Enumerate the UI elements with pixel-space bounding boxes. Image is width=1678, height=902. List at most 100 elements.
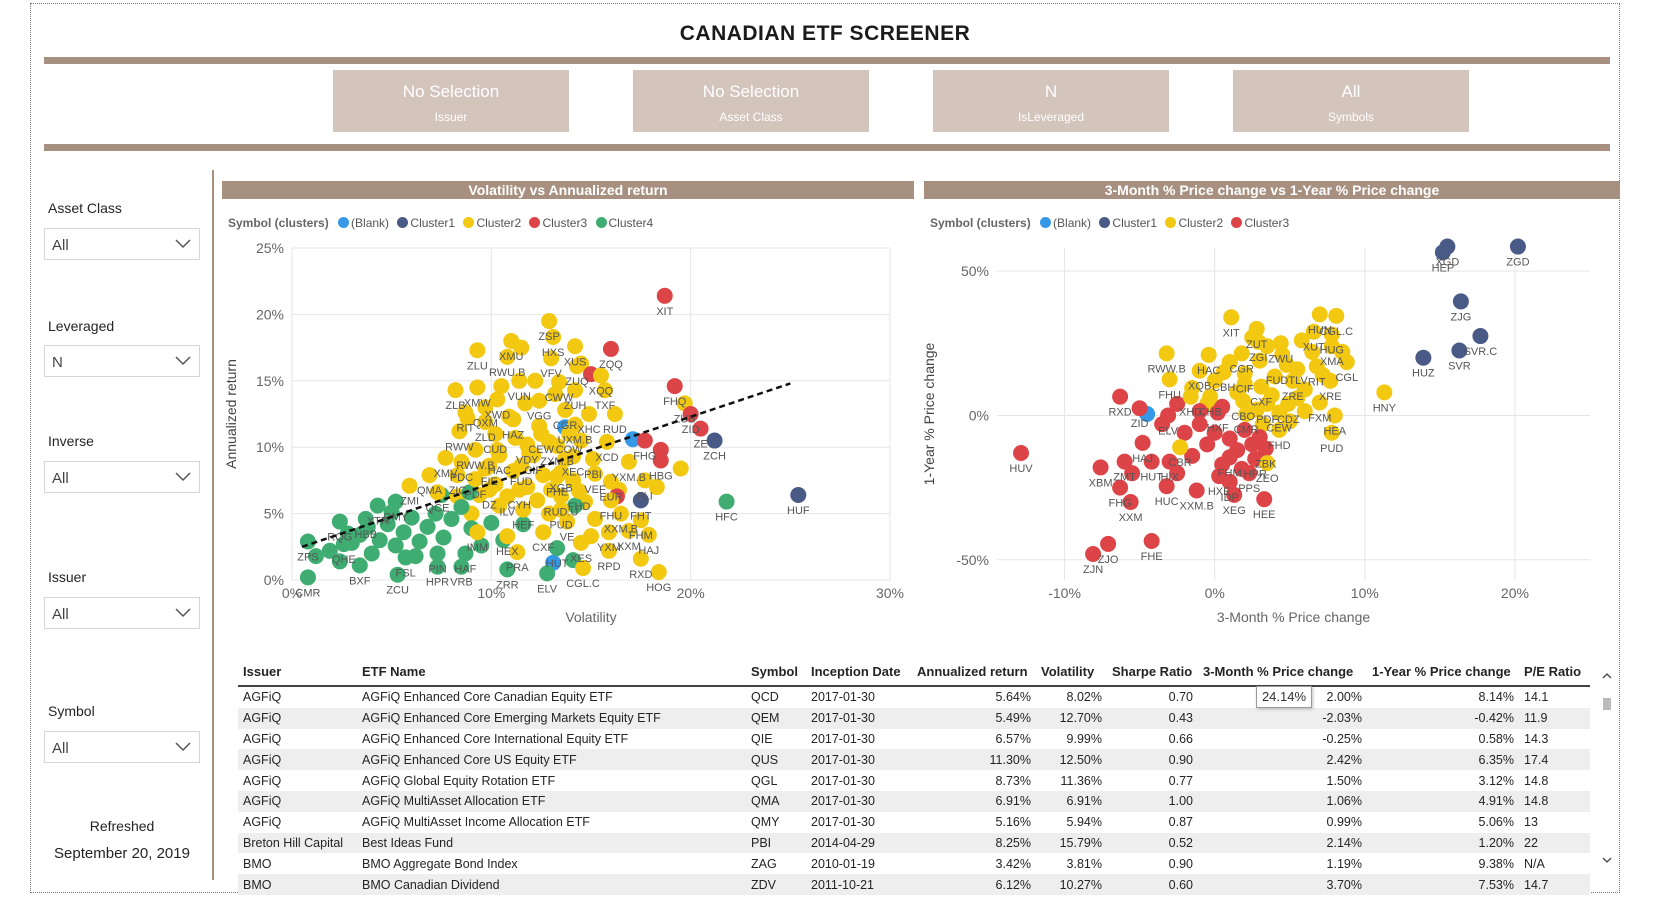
scatter-point-zlb [447, 382, 464, 399]
table-cell: 11.30% [989, 752, 1031, 767]
table-cell: 8.73% [995, 773, 1031, 788]
card-issuer[interactable]: No Selection Issuer [333, 70, 569, 132]
asset-class-dropdown[interactable]: All [44, 228, 200, 260]
scatter-point-xqb [1191, 362, 1208, 379]
scatter-point-qxm [477, 399, 494, 416]
column-header[interactable]: P/E Ratio [1519, 657, 1590, 687]
table-scrollbar[interactable] [1600, 670, 1614, 870]
symbol-dropdown[interactable]: All [44, 731, 200, 763]
scatter-point-xwd [489, 391, 506, 408]
scatter-point-cww [551, 374, 568, 391]
legend-blank: (Blank) [1040, 216, 1091, 230]
scatter-point-xmw [469, 379, 486, 396]
chevron-down-icon [175, 472, 191, 482]
scatter-point-zxm-b [549, 437, 566, 454]
point-label: XMW [464, 397, 492, 409]
table-cell: 14.3 [1524, 731, 1549, 746]
scatter-point-bxf [351, 557, 368, 574]
table-row[interactable]: AGFiQ AGFiQ Global Equity Rotation ETF QGL… [238, 770, 1590, 791]
scatter-point [1296, 403, 1313, 420]
y-tick-label: 20% [256, 306, 284, 322]
scatter-point [567, 497, 584, 514]
point-label: FHQ [663, 396, 687, 408]
scatter-point-xmv [437, 449, 454, 466]
scatter-point-hun [1311, 306, 1328, 323]
scatter-point-hee [1256, 491, 1273, 508]
column-header[interactable]: Volatility [1036, 657, 1107, 687]
table-row[interactable]: AGFiQ AGFiQ MultiAsset Allocation ETF QMA 2… [238, 790, 1590, 812]
etf-table: Issuer ETF Name Symbol Inception Date Annual… [238, 657, 1590, 895]
table-cell: 0.77 [1168, 773, 1193, 788]
scatter-point [427, 505, 444, 522]
scatter-point [517, 395, 534, 412]
scatter-point-haf [457, 545, 474, 562]
column-header[interactable]: Sharpe Ratio [1107, 657, 1198, 687]
table-cell: AGFiQ [243, 773, 282, 788]
point-label: HFC [715, 512, 738, 524]
table-cell: 0.90 [1168, 856, 1193, 871]
scatter-point-zeo [1259, 455, 1276, 472]
column-header[interactable]: Issuer [238, 657, 357, 687]
table-row[interactable]: AGFiQ AGFiQ Enhanced Core International E… [238, 729, 1590, 750]
scatter-point-zuq [569, 358, 586, 375]
scatter-point-rxd [632, 550, 649, 567]
table-row[interactable]: AGFiQ AGFiQ Enhanced Core US Equity ETF QU… [238, 749, 1590, 771]
scatter-point [371, 532, 388, 549]
scatter-point-cgl-c [1328, 307, 1345, 324]
point-label: FHE [1141, 551, 1163, 563]
point-label: HUC [1155, 496, 1179, 508]
inverse-dropdown[interactable]: All [44, 461, 200, 493]
table-row[interactable]: BMO BMO Canadian Dividend ZDV 2011-10-21 6.1… [238, 874, 1590, 895]
table-row[interactable]: BMO BMO Aggregate Bond Index ZAG 2010-01-19… [238, 853, 1590, 874]
point-label: CBO [1231, 411, 1255, 423]
scatter-point [1266, 368, 1283, 385]
point-label: HUN [1308, 324, 1332, 336]
table-cell: BMO [243, 856, 272, 871]
table-row[interactable]: AGFiQ AGFiQ Enhanced Core Canadian Equity… [238, 686, 1590, 708]
scatter-point-fhm [632, 512, 649, 529]
slicer-divider [212, 170, 214, 880]
card-symbols[interactable]: All Symbols [1233, 70, 1469, 132]
point-label: PUD [1320, 443, 1343, 455]
card-asset-class[interactable]: No Selection Asset Class [633, 70, 869, 132]
scatter-point [387, 537, 404, 554]
card-is-leveraged[interactable]: N IsLeveraged [933, 70, 1169, 132]
column-header[interactable]: 1-Year % Price change [1367, 657, 1519, 687]
scatter-point-fhd [571, 483, 588, 500]
leveraged-dropdown[interactable]: N [44, 345, 200, 377]
point-label: SVR [1448, 360, 1471, 372]
scroll-up-icon [1602, 673, 1612, 679]
point-label: QHE [332, 554, 356, 566]
scatter-point [1236, 421, 1253, 438]
scatter-point [1176, 424, 1193, 441]
point-label: VDY [516, 455, 539, 467]
scatter-point-eur [602, 473, 619, 490]
point-label: XXM.B [604, 524, 638, 536]
column-header[interactable]: 3-Month % Price change [1198, 657, 1367, 687]
point-label: ZGI [1249, 352, 1267, 364]
table-row[interactable]: Breton Hill Capital Best Ideas Fund PBI 201… [238, 832, 1590, 854]
scatter-point-xus [567, 338, 584, 355]
scatter-point-zjg [1452, 293, 1469, 310]
table-row[interactable]: AGFiQ AGFiQ MultiAsset Income Allocation … [238, 812, 1590, 833]
scatter-point-huz [1415, 349, 1432, 366]
table-cell: 2010-01-19 [811, 856, 875, 871]
table-row[interactable]: AGFiQ AGFiQ Enhanced Core Emerging Market… [238, 707, 1590, 729]
scatter-point-hbg [652, 452, 669, 469]
column-header[interactable]: Annualized return [912, 657, 1036, 687]
y-tick-label: 15% [256, 373, 284, 389]
point-label: ZRR [496, 579, 519, 591]
issuer-dropdown[interactable]: All [44, 597, 200, 629]
point-label: XBM [1089, 477, 1113, 489]
scatter-point [529, 492, 546, 509]
column-header[interactable]: Inception Date [806, 657, 912, 687]
column-header[interactable]: Symbol [746, 657, 806, 687]
point-label: SVR.C [1464, 346, 1498, 358]
point-label: CBR [1169, 457, 1192, 469]
y-tick-label: 10% [256, 439, 284, 455]
scatter-point-hny [1376, 384, 1393, 401]
column-header[interactable]: ETF Name [357, 657, 746, 687]
chart2-title: 3-Month % Price change vs 1-Year % Price… [924, 181, 1620, 199]
